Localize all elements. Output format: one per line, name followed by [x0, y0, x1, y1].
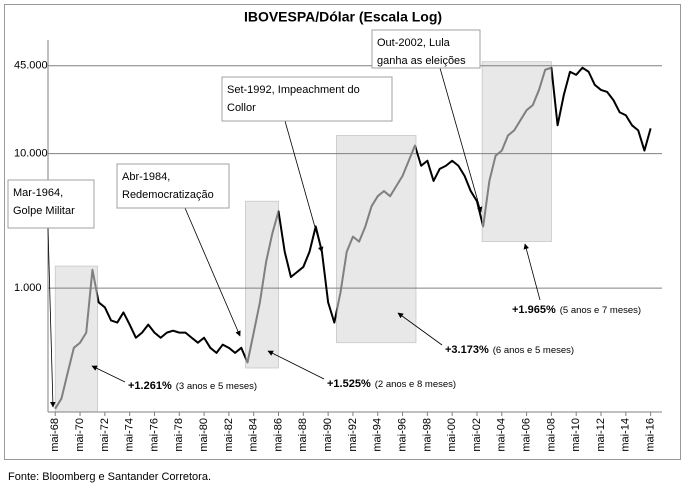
x-tick-label: mai-02 — [471, 418, 483, 452]
x-tick-label: mai-06 — [520, 418, 532, 452]
gain-duration: (6 anos e 5 meses) — [493, 345, 574, 356]
callout-text: Out-2002, Lula — [377, 37, 451, 49]
callout-arrow — [47, 227, 56, 408]
chart-frame — [4, 4, 681, 460]
annotation-layer: Mar-1964, Golpe Militar Abr-1984, Redemocra… — [7, 29, 641, 408]
x-tick-label: mai-70 — [74, 418, 86, 452]
gain-label: +1.525% (2 anos e 8 meses) — [327, 378, 456, 390]
chart-title: IBOVESPA/Dólar (Escala Log) — [244, 9, 442, 25]
x-tick-label: mai-76 — [148, 418, 160, 452]
callout-box — [7, 179, 95, 229]
gain-arrow — [91, 365, 126, 383]
series-line — [54, 66, 652, 410]
x-tick-label: mai-82 — [223, 418, 235, 452]
x-tick-label: mai-74 — [124, 418, 136, 452]
x-tick-label: mai-10 — [570, 418, 582, 452]
callout-text: Redemocratização — [122, 189, 214, 201]
callout-box — [221, 76, 393, 122]
x-tick-label: mai-14 — [620, 418, 632, 452]
highlight-period — [335, 135, 417, 344]
highlight-layer — [54, 61, 552, 413]
callout-text: Set-1992, Impeachment do — [227, 84, 360, 96]
gain-label: +3.173% (6 anos e 5 meses) — [445, 344, 574, 356]
gain-duration: (2 anos e 8 meses) — [375, 379, 456, 390]
gain-value: +1.261% — [128, 380, 172, 392]
callout-box — [371, 29, 481, 69]
x-tick-label: mai-96 — [396, 418, 408, 452]
gain-label: +1.261% (3 anos e 5 meses) — [128, 380, 257, 392]
gain-label: +1.965% (5 anos e 7 meses) — [512, 304, 641, 316]
gain-duration: (3 anos e 5 meses) — [176, 381, 257, 392]
x-tick-label: mai-84 — [248, 418, 260, 452]
callout-text: Mar-1964, — [13, 187, 63, 199]
callout-box — [116, 163, 230, 209]
x-tick-label: mai-68 — [49, 418, 61, 452]
gain-value: +3.173% — [445, 344, 489, 356]
grid-layer — [48, 65, 662, 289]
callout-arrow — [184, 207, 241, 337]
highlight-period — [481, 61, 552, 243]
x-tick-label: mai-12 — [595, 418, 607, 452]
y-tick-label: 1.000 — [14, 282, 42, 294]
x-tick-label: mai-80 — [198, 418, 210, 452]
x-tick-label: mai-98 — [421, 418, 433, 452]
gain-arrow — [397, 312, 443, 346]
x-tick-label: mai-16 — [645, 418, 657, 452]
x-tick-label: mai-86 — [272, 418, 284, 452]
callout-arrow — [439, 67, 483, 213]
gain-arrow — [267, 350, 325, 380]
x-tick-label: mai-72 — [99, 418, 111, 452]
y-tick-label: 45.000 — [14, 60, 48, 72]
axis-layer: 1.000 10.000 45.000 mai-68 mai-70 mai-72 mai-7… — [14, 40, 662, 452]
y-tick-label: 10.000 — [14, 148, 48, 160]
source-note: Fonte: Bloomberg e Santander Corretora. — [8, 471, 211, 483]
x-tick-label: mai-92 — [347, 418, 359, 452]
x-tick-label: mai-78 — [173, 418, 185, 452]
callout-text: Collor — [227, 102, 256, 114]
gain-arrow — [523, 243, 541, 301]
x-tick-label: mai-90 — [322, 418, 334, 452]
gain-value: +1.525% — [327, 378, 371, 390]
callout-text: Golpe Militar — [13, 205, 75, 217]
x-tick-label: mai-08 — [545, 418, 557, 452]
x-tick-label: mai-04 — [496, 418, 508, 452]
callout-text: ganha as eleições — [377, 55, 466, 67]
x-tick-label: mai-00 — [446, 418, 458, 452]
callout-text: Abr-1984, — [122, 171, 170, 183]
x-tick-label: mai-88 — [297, 418, 309, 452]
x-tick-label: mai-94 — [372, 418, 384, 452]
gain-value: +1.965% — [512, 304, 556, 316]
line-layer — [54, 66, 652, 410]
gain-duration: (5 anos e 7 meses) — [560, 305, 641, 316]
callout-arrow — [284, 120, 324, 253]
